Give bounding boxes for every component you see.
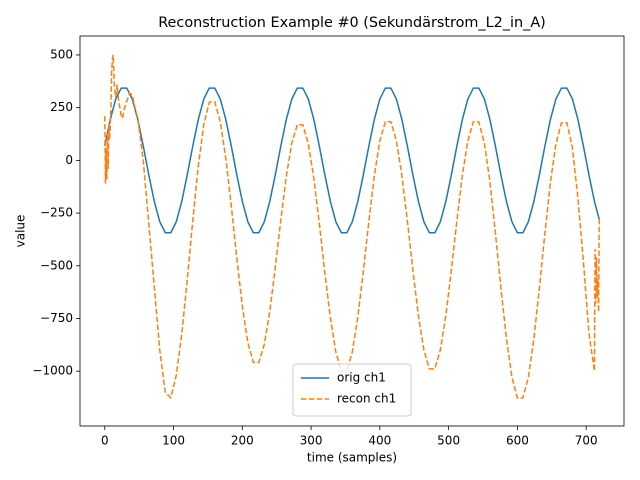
x-tick-label: 300 — [300, 434, 323, 448]
legend-label: orig ch1 — [337, 371, 386, 385]
x-tick-label: 600 — [506, 434, 529, 448]
data-line — [104, 54, 600, 400]
x-tick-label: 700 — [575, 434, 598, 448]
legend-label: recon ch1 — [337, 392, 396, 406]
chart-title: Reconstruction Example #0 (Sekundärstrom… — [158, 15, 546, 31]
y-tick-label: 500 — [50, 47, 73, 61]
x-tick-label: 400 — [368, 434, 391, 448]
x-tick-label: 500 — [437, 434, 460, 448]
x-tick-label: 0 — [101, 434, 109, 448]
legend-box — [292, 363, 412, 417]
y-tick-label: −500 — [40, 258, 73, 272]
data-line — [104, 87, 600, 234]
y-tick-label: −250 — [40, 206, 73, 220]
y-tick-label: 0 — [65, 153, 73, 167]
x-tick-label: 200 — [231, 434, 254, 448]
y-tick-label: 250 — [50, 100, 73, 114]
y-axis-label: value — [14, 215, 28, 248]
plot-frame — [79, 35, 625, 427]
y-tick-label: −750 — [40, 311, 73, 325]
y-tick-label: −1000 — [32, 364, 73, 378]
x-tick-label: 100 — [162, 434, 185, 448]
x-axis-label: time (samples) — [307, 451, 397, 465]
